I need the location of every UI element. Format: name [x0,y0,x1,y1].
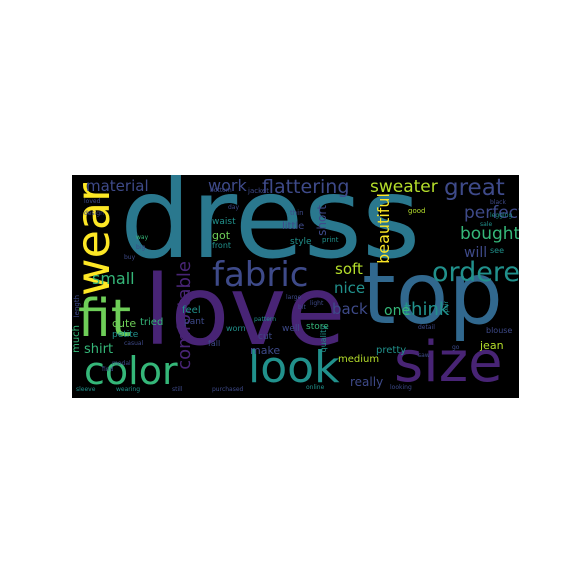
word: buy [124,254,136,261]
word: perfect [464,203,519,223]
word: pair [443,301,450,313]
word: jean [480,339,504,352]
word: length [73,295,81,318]
word: pretty [376,345,407,356]
word: nice [334,279,366,297]
word: purchased [212,386,244,393]
word: bit [298,304,306,311]
word: legging [490,212,513,219]
word: color [84,349,178,393]
word: still [172,386,183,393]
word: big [136,244,146,251]
word: soft [335,260,363,278]
word: see [490,246,505,255]
word: sale [480,221,493,228]
word: pattern [254,316,277,323]
word: pant [184,317,205,327]
word: sweater [370,177,438,197]
word: cut [258,332,273,342]
word: petite [112,330,139,340]
word: jacket [248,187,269,195]
word: tried [140,317,164,328]
word: make [250,344,281,357]
word: wearing [116,386,141,393]
word: much [72,325,82,353]
word: black [490,199,506,206]
word: size [394,330,503,395]
word: print [322,236,339,244]
word: beautiful [374,193,393,264]
word: material [86,177,149,195]
word: online [306,384,325,391]
word: design [84,210,104,217]
word: good [408,207,426,215]
word: bottom [210,187,232,194]
word: casual [124,340,144,347]
word: waist [212,217,236,227]
word: modal [112,360,131,367]
word: fall [208,339,221,348]
word: flattering [262,176,350,198]
word: ordered [432,257,519,288]
word: go [452,344,460,351]
word: find [102,366,114,373]
word: shirt [84,342,114,357]
word: bought [460,224,519,244]
word: little [282,221,305,232]
word: worn [226,324,246,333]
word: saw [418,352,430,359]
word: top [362,244,503,344]
word: small [92,269,135,288]
word: short [315,205,329,236]
word: well [282,324,300,334]
word: thin [290,209,304,217]
word: love [144,255,346,367]
word: feel [182,305,201,316]
word: day [228,204,240,211]
word: medium [338,354,380,365]
word: style [290,237,312,247]
word: blouse [486,326,513,335]
word-cloud-panel: dress love top size look color fit wear … [72,175,519,398]
word: dress [120,175,421,284]
word: cute [112,317,137,330]
word: think [404,299,450,320]
word: quality [319,325,328,353]
word: large [286,294,302,301]
word: store [306,322,329,332]
word: got [212,229,231,242]
word: front [212,241,232,250]
word: way [136,234,149,241]
word: fit [78,289,132,349]
word: detail [418,324,435,331]
word: great [444,175,505,201]
word: light [310,300,324,307]
word: looking [390,384,412,391]
word: fabric [212,255,309,295]
word: sleeve [76,386,96,393]
word: look [248,342,340,393]
word: will [464,245,488,261]
word: one [384,303,411,319]
word: back [332,300,368,318]
word: work [208,176,247,195]
word: really [350,375,384,389]
word: loved [84,198,101,205]
